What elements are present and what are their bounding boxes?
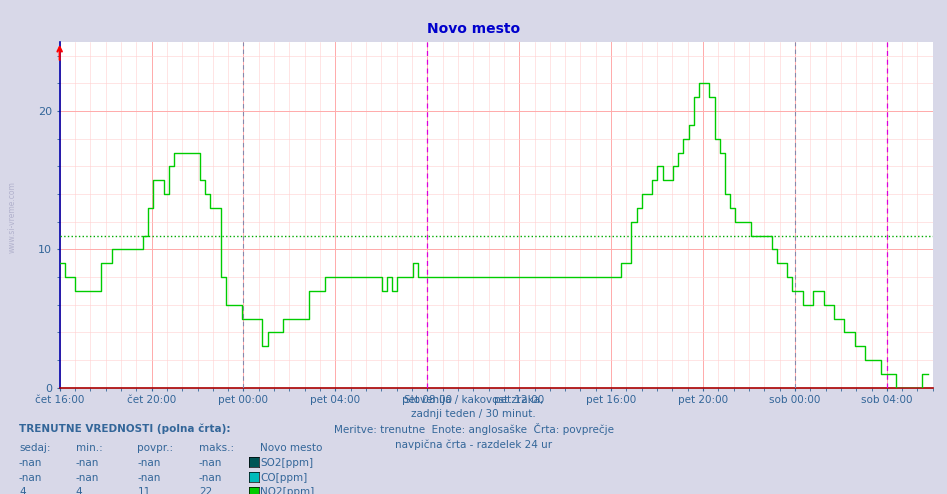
Text: 22: 22 bbox=[199, 488, 212, 494]
Text: 4: 4 bbox=[19, 488, 26, 494]
Text: -nan: -nan bbox=[199, 473, 223, 483]
Text: -nan: -nan bbox=[76, 473, 99, 483]
Text: -nan: -nan bbox=[137, 458, 161, 468]
Text: maks.:: maks.: bbox=[199, 443, 234, 453]
Text: Slovenija / kakovost zraka,
zadnji teden / 30 minut.
Meritve: trenutne  Enote: a: Slovenija / kakovost zraka, zadnji teden… bbox=[333, 395, 614, 450]
Text: Novo mesto: Novo mesto bbox=[260, 443, 323, 453]
Text: SO2[ppm]: SO2[ppm] bbox=[260, 458, 313, 468]
Text: -nan: -nan bbox=[137, 473, 161, 483]
Text: -nan: -nan bbox=[19, 458, 43, 468]
Text: NO2[ppm]: NO2[ppm] bbox=[260, 488, 314, 494]
Text: povpr.:: povpr.: bbox=[137, 443, 173, 453]
Text: -nan: -nan bbox=[199, 458, 223, 468]
Text: TRENUTNE VREDNOSTI (polna črta):: TRENUTNE VREDNOSTI (polna črta): bbox=[19, 424, 230, 434]
Text: 11: 11 bbox=[137, 488, 151, 494]
Text: Novo mesto: Novo mesto bbox=[427, 22, 520, 36]
Text: -nan: -nan bbox=[19, 473, 43, 483]
Text: CO[ppm]: CO[ppm] bbox=[260, 473, 308, 483]
Text: -nan: -nan bbox=[76, 458, 99, 468]
Text: 4: 4 bbox=[76, 488, 82, 494]
Text: www.si-vreme.com: www.si-vreme.com bbox=[8, 181, 17, 253]
Text: min.:: min.: bbox=[76, 443, 102, 453]
Text: sedaj:: sedaj: bbox=[19, 443, 50, 453]
